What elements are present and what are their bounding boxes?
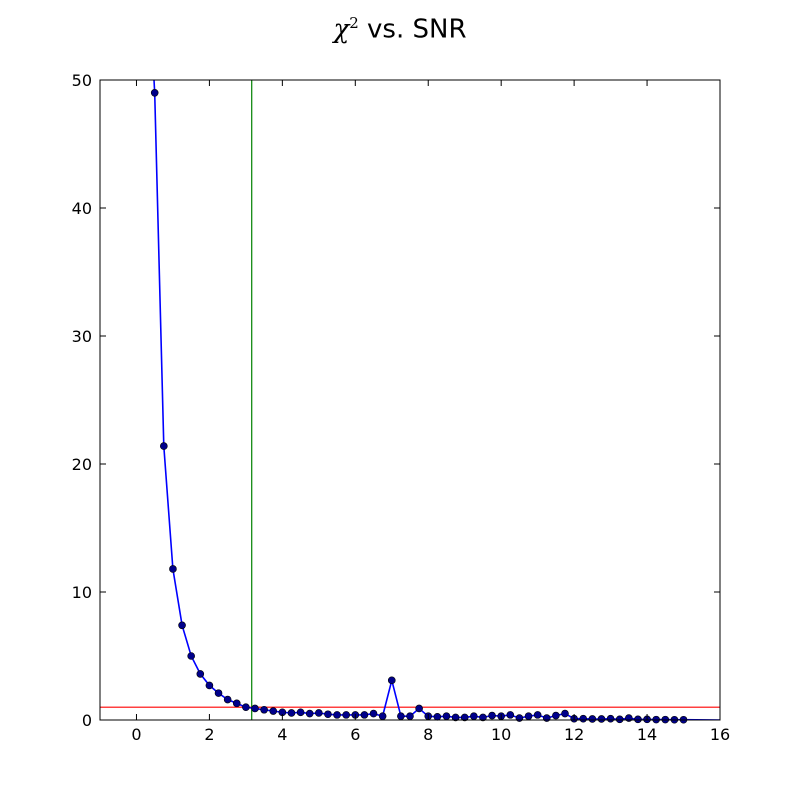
data-point [542,714,551,722]
x-tick-label: 6 [350,725,360,744]
data-point [515,714,524,722]
chart-title-text: vs. SNR [358,14,467,45]
data-point [187,652,195,660]
data-point [533,711,542,719]
data-point [524,712,533,720]
data-point [397,712,405,720]
y-tick-label: 30 [72,327,92,346]
data-point [615,715,624,724]
data-point [625,714,633,722]
data-point [387,676,396,685]
data-point [470,712,478,720]
y-tick-label: 40 [72,199,92,218]
data-point [579,714,588,723]
data-point [150,89,159,97]
x-tick-label: 10 [491,725,511,744]
data-point [251,704,259,713]
data-point [606,714,615,723]
chart-title: χ2 vs. SNR [0,14,800,45]
data-point [369,709,378,718]
x-tick-label: 0 [131,725,141,744]
data-point [552,711,560,720]
data-point [506,711,515,719]
data-point [178,621,186,630]
data-point [634,715,642,724]
data-point [205,681,214,690]
data-point [160,442,168,450]
x-tick-label: 14 [637,725,657,744]
data-point [406,712,414,720]
data-point [169,565,177,573]
data-point [232,699,241,708]
y-tick-label: 0 [82,711,92,730]
y-tick-label: 10 [72,583,92,602]
data-point [378,712,387,720]
data-point [333,711,341,719]
y-tick-label: 20 [72,455,92,474]
chart-title-superscript: 2 [349,14,359,32]
plot-frame [99,79,721,721]
data-point [460,713,469,722]
series-line [153,80,720,720]
x-tick-label: 12 [564,725,584,744]
data-point [479,713,487,722]
data-point [561,709,569,718]
data-point [296,708,305,717]
data-point [415,704,423,713]
data-point [588,715,597,723]
y-tick-label: 50 [72,71,92,90]
x-tick-label: 4 [277,725,287,744]
data-point [433,712,442,721]
data-point [196,670,205,678]
data-point [242,703,250,712]
data-point [269,707,278,715]
x-tick-label: 8 [423,725,433,744]
data-point [451,713,460,722]
data-point [324,710,332,719]
data-point [488,711,496,720]
data-point [305,709,314,718]
data-point [287,709,296,717]
data-point [214,689,223,697]
data-point [597,715,606,723]
data-point [223,695,232,704]
data-point [360,711,369,719]
x-tick-label: 16 [710,725,730,744]
data-point [342,711,350,719]
data-point [315,709,323,717]
x-tick-label: 2 [204,725,214,744]
chart-title-symbol: χ [333,14,350,45]
data-point [442,712,451,720]
data-point [260,705,268,714]
